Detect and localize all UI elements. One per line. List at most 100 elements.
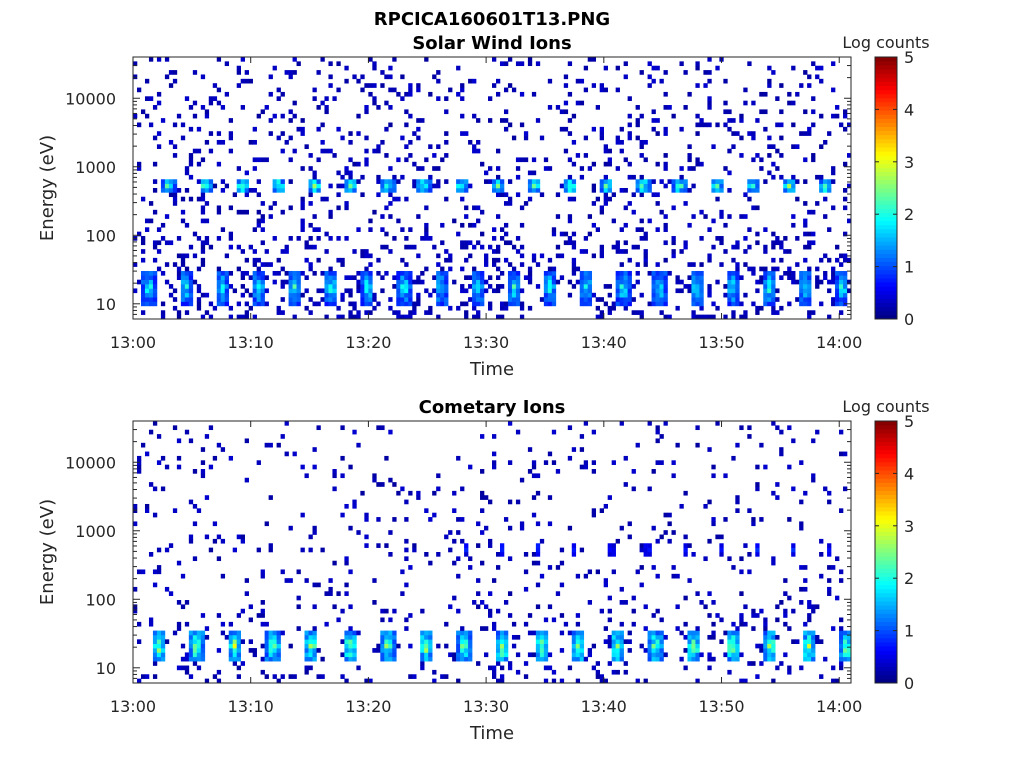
heatmap-cell (164, 179, 170, 184)
heatmap-cell (324, 105, 329, 110)
colorbar-segment (875, 515, 897, 520)
heatmap-cell (428, 179, 433, 184)
heatmap-cell (627, 639, 632, 644)
heatmap-cell (847, 630, 852, 636)
heatmap-cell (152, 421, 158, 426)
colorbar-segment (875, 511, 897, 516)
heatmap-cell (400, 74, 405, 80)
heatmap-cell (192, 639, 198, 644)
heatmap-cell (611, 569, 616, 575)
heatmap-cell (268, 74, 273, 80)
colorbar-segment (875, 73, 897, 78)
heatmap-cell (476, 275, 481, 280)
heatmap-cell (368, 218, 373, 224)
heatmap-cell (651, 565, 656, 570)
heatmap-cell (380, 608, 385, 614)
heatmap-cell (787, 464, 792, 470)
heatmap-cell (603, 65, 608, 71)
heatmap-cell (595, 196, 600, 202)
heatmap-cell (651, 297, 656, 302)
heatmap-cell (655, 161, 660, 167)
heatmap-cell (587, 57, 593, 62)
heatmap-cell (519, 521, 525, 527)
heatmap-cell (300, 292, 305, 298)
heatmap-cell (627, 201, 632, 206)
heatmap-cell (615, 292, 620, 298)
heatmap-cell (719, 639, 724, 644)
heatmap-cell (507, 421, 513, 426)
heatmap-cell (192, 648, 198, 653)
heatmap-cell (420, 270, 425, 276)
heatmap-cell (611, 630, 616, 636)
heatmap-cell (416, 253, 421, 259)
heatmap-cell (160, 656, 166, 662)
heatmap-cell (384, 648, 389, 653)
heatmap-cell (476, 288, 481, 294)
heatmap-cell (260, 621, 265, 627)
heatmap-cell (416, 301, 421, 307)
heatmap-cell (188, 643, 194, 649)
heatmap-cell (551, 227, 557, 232)
heatmap-cell (787, 91, 792, 97)
heatmap-cell (771, 678, 776, 684)
heatmap-cell (795, 196, 800, 202)
heatmap-cell (591, 57, 597, 62)
heatmap-cell (412, 183, 417, 189)
heatmap-cell (563, 188, 569, 193)
heatmap-cell (324, 196, 329, 202)
heatmap-cell (256, 275, 261, 280)
heatmap-cell (244, 78, 249, 84)
heatmap-cell (807, 209, 812, 215)
heatmap-cell (595, 314, 600, 320)
heatmap-cell (416, 183, 421, 189)
heatmap-cell (659, 284, 664, 289)
heatmap-cell (272, 674, 277, 679)
heatmap-cell (340, 135, 345, 141)
heatmap-cell (651, 469, 656, 474)
heatmap-cell (168, 70, 174, 75)
heatmap-cell (499, 674, 505, 679)
heatmap-cell (755, 552, 760, 557)
heatmap-cell (312, 634, 317, 640)
heatmap-cell (452, 652, 457, 658)
heatmap-cell (635, 122, 640, 128)
heatmap-cell (735, 131, 740, 136)
heatmap-cell (444, 139, 449, 145)
heatmap-cell (276, 310, 281, 315)
heatmap-cell (671, 530, 676, 535)
heatmap-cell (440, 674, 445, 679)
colorbar-segment (875, 175, 897, 181)
heatmap-cell (507, 275, 513, 280)
heatmap-cell (232, 643, 238, 649)
heatmap-cell (404, 582, 409, 588)
heatmap-cell (236, 630, 241, 636)
heatmap-cell (328, 61, 333, 67)
heatmap-cell (551, 292, 557, 298)
heatmap-cell (356, 227, 361, 232)
heatmap-cell (795, 144, 800, 149)
heatmap-cell (647, 634, 652, 640)
colorbar-segment (875, 494, 897, 500)
heatmap-cell (639, 183, 644, 189)
heatmap-cell (499, 634, 505, 640)
heatmap-cell (691, 262, 696, 267)
heatmap-cell (707, 656, 712, 662)
heatmap-cell (847, 183, 852, 189)
heatmap-cell (607, 643, 612, 649)
heatmap-cell (456, 530, 461, 535)
heatmap-cell (819, 573, 824, 579)
heatmap-cell (579, 166, 585, 171)
heatmap-cell (200, 218, 206, 224)
heatmap-cell (691, 284, 696, 289)
heatmap-cell (272, 648, 277, 653)
heatmap-cell (316, 674, 321, 679)
heatmap-cell (571, 652, 577, 658)
colorbar-segment (875, 592, 897, 598)
heatmap-cell (196, 161, 202, 167)
heatmap-cell (587, 279, 593, 285)
heatmap-cell (663, 270, 668, 276)
heatmap-cell (192, 70, 198, 75)
heatmap-cell (224, 288, 230, 294)
heatmap-cell (248, 244, 253, 250)
heatmap-cell (292, 113, 297, 119)
